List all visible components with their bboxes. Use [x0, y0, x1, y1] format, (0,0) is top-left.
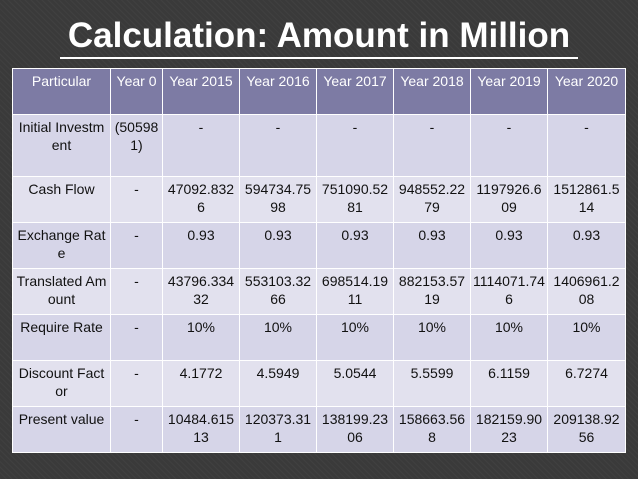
table-row: Present value - 10484.61513 120373.311 1… — [12, 406, 626, 453]
table-cell: Translated Amount — [12, 268, 111, 315]
table-cell: (505981) — [110, 114, 163, 177]
table-cell: 0.93 — [393, 222, 471, 269]
table-cell: 10484.61513 — [162, 406, 240, 453]
header-cell-year-0: Year 0 — [110, 68, 163, 115]
table-row: Initial Investment (505981) - - - - - - — [12, 114, 626, 177]
table-cell: Discount Factor — [12, 360, 111, 407]
title-underline — [60, 57, 578, 59]
table-row: Require Rate - 10% 10% 10% 10% 10% 10% — [12, 314, 626, 361]
table-row: Translated Amount - 43796.33432 553103.3… — [12, 268, 626, 315]
table-cell: - — [110, 406, 163, 453]
table-cell: 882153.5719 — [393, 268, 471, 315]
table-cell: 209138.9256 — [547, 406, 626, 453]
table-cell: - — [110, 314, 163, 361]
table-cell: 5.0544 — [316, 360, 394, 407]
table-cell: Require Rate — [12, 314, 111, 361]
table-cell: 1406961.208 — [547, 268, 626, 315]
table-cell: - — [393, 114, 471, 177]
table-cell: 0.93 — [162, 222, 240, 269]
table-cell: 0.93 — [547, 222, 626, 269]
table-cell: 751090.5281 — [316, 176, 394, 223]
table-cell: - — [239, 114, 317, 177]
table-cell: 5.5599 — [393, 360, 471, 407]
header-cell-year-2015: Year 2015 — [162, 68, 240, 115]
table-cell: 4.5949 — [239, 360, 317, 407]
table-cell: 594734.7598 — [239, 176, 317, 223]
table-cell: 10% — [393, 314, 471, 361]
header-cell-year-2017: Year 2017 — [316, 68, 394, 115]
table-cell: Exchange Rate — [12, 222, 111, 269]
table-cell: 0.93 — [239, 222, 317, 269]
page-title: Calculation: Amount in Million — [67, 16, 571, 55]
table-cell: 10% — [470, 314, 548, 361]
header-cell-year-2018: Year 2018 — [393, 68, 471, 115]
table-cell: Initial Investment — [12, 114, 111, 177]
table-row: Cash Flow - 47092.8326 594734.7598 75109… — [12, 176, 626, 223]
table-cell: 138199.2306 — [316, 406, 394, 453]
table-cell: 6.7274 — [547, 360, 626, 407]
header-cell-particular: Particular — [12, 68, 111, 115]
table-cell: 158663.568 — [393, 406, 471, 453]
table-cell: 948552.2279 — [393, 176, 471, 223]
header-cell-year-2020: Year 2020 — [547, 68, 626, 115]
table-cell: 1114071.746 — [470, 268, 548, 315]
table-row: Discount Factor - 4.1772 4.5949 5.0544 5… — [12, 360, 626, 407]
table-cell: 10% — [316, 314, 394, 361]
table-cell: - — [162, 114, 240, 177]
table-cell: 4.1772 — [162, 360, 240, 407]
table-cell: - — [110, 360, 163, 407]
table-cell: 6.1159 — [470, 360, 548, 407]
table-cell: 1512861.514 — [547, 176, 626, 223]
table-cell: 0.93 — [470, 222, 548, 269]
table-cell: Cash Flow — [12, 176, 111, 223]
table-cell: 698514.1911 — [316, 268, 394, 315]
table-row: Exchange Rate - 0.93 0.93 0.93 0.93 0.93… — [12, 222, 626, 269]
table-cell: 10% — [547, 314, 626, 361]
table-cell: Present value — [12, 406, 111, 453]
table-cell: 182159.9023 — [470, 406, 548, 453]
header-row: Particular Year 0 Year 2015 Year 2016 Ye… — [12, 68, 626, 115]
table-cell: 47092.8326 — [162, 176, 240, 223]
table-cell: - — [110, 268, 163, 315]
table-cell: 43796.33432 — [162, 268, 240, 315]
table-cell: 120373.311 — [239, 406, 317, 453]
header-cell-year-2019: Year 2019 — [470, 68, 548, 115]
table-cell: - — [110, 222, 163, 269]
table-cell: - — [110, 176, 163, 223]
table-cell: 553103.3266 — [239, 268, 317, 315]
header-cell-year-2016: Year 2016 — [239, 68, 317, 115]
table-cell: - — [547, 114, 626, 177]
table-cell: 1197926.609 — [470, 176, 548, 223]
table-cell: - — [316, 114, 394, 177]
table-cell: - — [470, 114, 548, 177]
table-cell: 10% — [239, 314, 317, 361]
table-cell: 0.93 — [316, 222, 394, 269]
table-cell: 10% — [162, 314, 240, 361]
calculation-table: Particular Year 0 Year 2015 Year 2016 Ye… — [12, 68, 626, 453]
